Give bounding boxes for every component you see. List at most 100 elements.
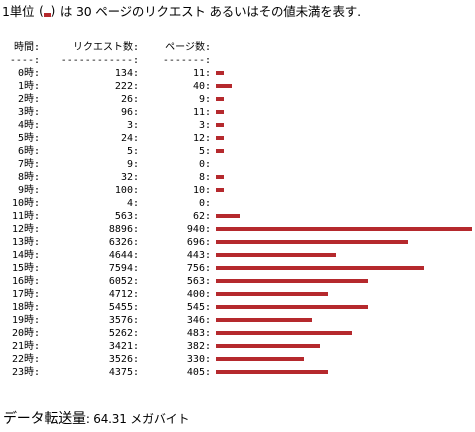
table-row: 4時: 3: 3: — [4, 119, 472, 132]
table-row: 18時: 5455: 545: — [4, 301, 472, 314]
table-row: 5時: 24: 12: — [4, 132, 472, 145]
hour-bar — [216, 71, 224, 75]
hour-cell: 16時: — [11, 276, 40, 287]
requests-cell: 32: — [120, 172, 139, 183]
bar-area — [216, 119, 472, 132]
hour-bar — [216, 136, 224, 140]
hour-bar — [216, 266, 424, 270]
table-row: 13時: 6326: 696: — [4, 236, 472, 249]
hour-cell: 1時: — [17, 81, 40, 92]
hour-cell: 5時: — [17, 133, 40, 144]
hour-bar — [216, 318, 312, 322]
pages-cell: 545: — [186, 302, 211, 313]
table-row: 8時: 32: 8: — [4, 171, 472, 184]
hour-bar — [216, 240, 408, 244]
requests-cell: 100: — [114, 185, 139, 196]
bar-area — [216, 314, 472, 327]
hour-cell: 4時: — [17, 120, 40, 131]
hour-column-header: 時間: — [13, 42, 40, 53]
pages-cell: 563: — [186, 276, 211, 287]
table-row: 23時: 4375: 405: — [4, 366, 472, 379]
table-row: 0時: 134: 11: — [4, 67, 472, 80]
hour-bar — [216, 331, 352, 335]
bar-area — [216, 366, 472, 379]
pages-cell: 346: — [186, 315, 211, 326]
table-row: 1時: 222: 40: — [4, 80, 472, 93]
hour-bar — [216, 188, 224, 192]
bar-area — [216, 236, 472, 249]
pages-separator: -------: — [162, 55, 211, 66]
hour-cell: 7時: — [17, 159, 40, 170]
pages-cell: 10: — [192, 185, 211, 196]
hour-cell: 3時: — [17, 107, 40, 118]
data-transfer-summary: データ転送量: 64.31 メガバイト — [3, 410, 189, 428]
requests-cell: 3526: — [108, 354, 139, 365]
requests-column-header: リクエスト数: — [72, 42, 139, 53]
requests-cell: 24: — [120, 133, 139, 144]
hour-bar — [216, 175, 224, 179]
hour-cell: 8時: — [17, 172, 40, 183]
bar-area — [216, 210, 472, 223]
requests-cell: 3421: — [108, 341, 139, 352]
bar-area — [216, 145, 472, 158]
hour-cell: 17時: — [11, 289, 40, 300]
pages-cell: 62: — [192, 211, 211, 222]
bar-area — [216, 340, 472, 353]
hour-bar — [216, 292, 328, 296]
requests-cell: 4375: — [108, 367, 139, 378]
pages-cell: 756: — [186, 263, 211, 274]
pages-cell: 405: — [186, 367, 211, 378]
hour-cell: 2時: — [17, 94, 40, 105]
hourly-report-table: 時間: リクエスト数: ページ数: ----: ------------: --… — [4, 41, 472, 379]
hour-cell: 12時: — [11, 224, 40, 235]
bar-area — [216, 353, 472, 366]
hour-bar — [216, 214, 240, 218]
hour-cell: 18時: — [11, 302, 40, 313]
hour-cell: 19時: — [11, 315, 40, 326]
requests-cell: 26: — [120, 94, 139, 105]
pages-cell: 9: — [198, 94, 211, 105]
requests-separator: ------------: — [60, 55, 139, 66]
pages-cell: 11: — [192, 68, 211, 79]
requests-cell: 5455: — [108, 302, 139, 313]
requests-cell: 563: — [114, 211, 139, 222]
pages-cell: 12: — [192, 133, 211, 144]
hour-bar — [216, 97, 224, 101]
bar-area — [216, 262, 472, 275]
unit-bar-icon: () — [39, 4, 56, 18]
pages-cell: 940: — [186, 224, 211, 235]
hour-bar — [216, 344, 320, 348]
table-row: 6時: 5: 5: — [4, 145, 472, 158]
legend-note: 1単位 () は 30 ページのリクエスト あるいはその値未満を表す. — [2, 4, 361, 20]
bar-area — [216, 301, 472, 314]
table-separator-row: ----: ------------: -------: — [4, 54, 472, 67]
requests-cell: 96: — [120, 107, 139, 118]
bar-area — [216, 327, 472, 340]
bar-area — [216, 275, 472, 288]
table-row: 16時: 6052: 563: — [4, 275, 472, 288]
pages-cell: 0: — [198, 198, 211, 209]
requests-cell: 3576: — [108, 315, 139, 326]
table-row: 3時: 96: 11: — [4, 106, 472, 119]
hour-bar — [216, 149, 224, 153]
table-body: 0時: 134: 11: 1時: 222: 40: 2時: 26: 9: 3時: 96: 11: 4時:… — [4, 67, 472, 379]
pages-cell: 483: — [186, 328, 211, 339]
bar-area — [216, 93, 472, 106]
hour-separator: ----: — [9, 55, 40, 66]
hour-bar — [216, 305, 368, 309]
pages-cell: 3: — [198, 120, 211, 131]
bar-area — [216, 197, 472, 210]
table-row: 2時: 26: 9: — [4, 93, 472, 106]
pages-cell: 330: — [186, 354, 211, 365]
requests-cell: 3: — [126, 120, 139, 131]
pages-cell: 400: — [186, 289, 211, 300]
hour-cell: 11時: — [11, 211, 40, 222]
hour-cell: 6時: — [17, 146, 40, 157]
pages-cell: 443: — [186, 250, 211, 261]
requests-cell: 9: — [126, 159, 139, 170]
requests-cell: 134: — [114, 68, 139, 79]
requests-cell: 4712: — [108, 289, 139, 300]
pages-cell: 382: — [186, 341, 211, 352]
bar-area — [216, 106, 472, 119]
legend-suffix: は 30 ページのリクエスト あるいはその値未満を表す. — [56, 4, 361, 19]
